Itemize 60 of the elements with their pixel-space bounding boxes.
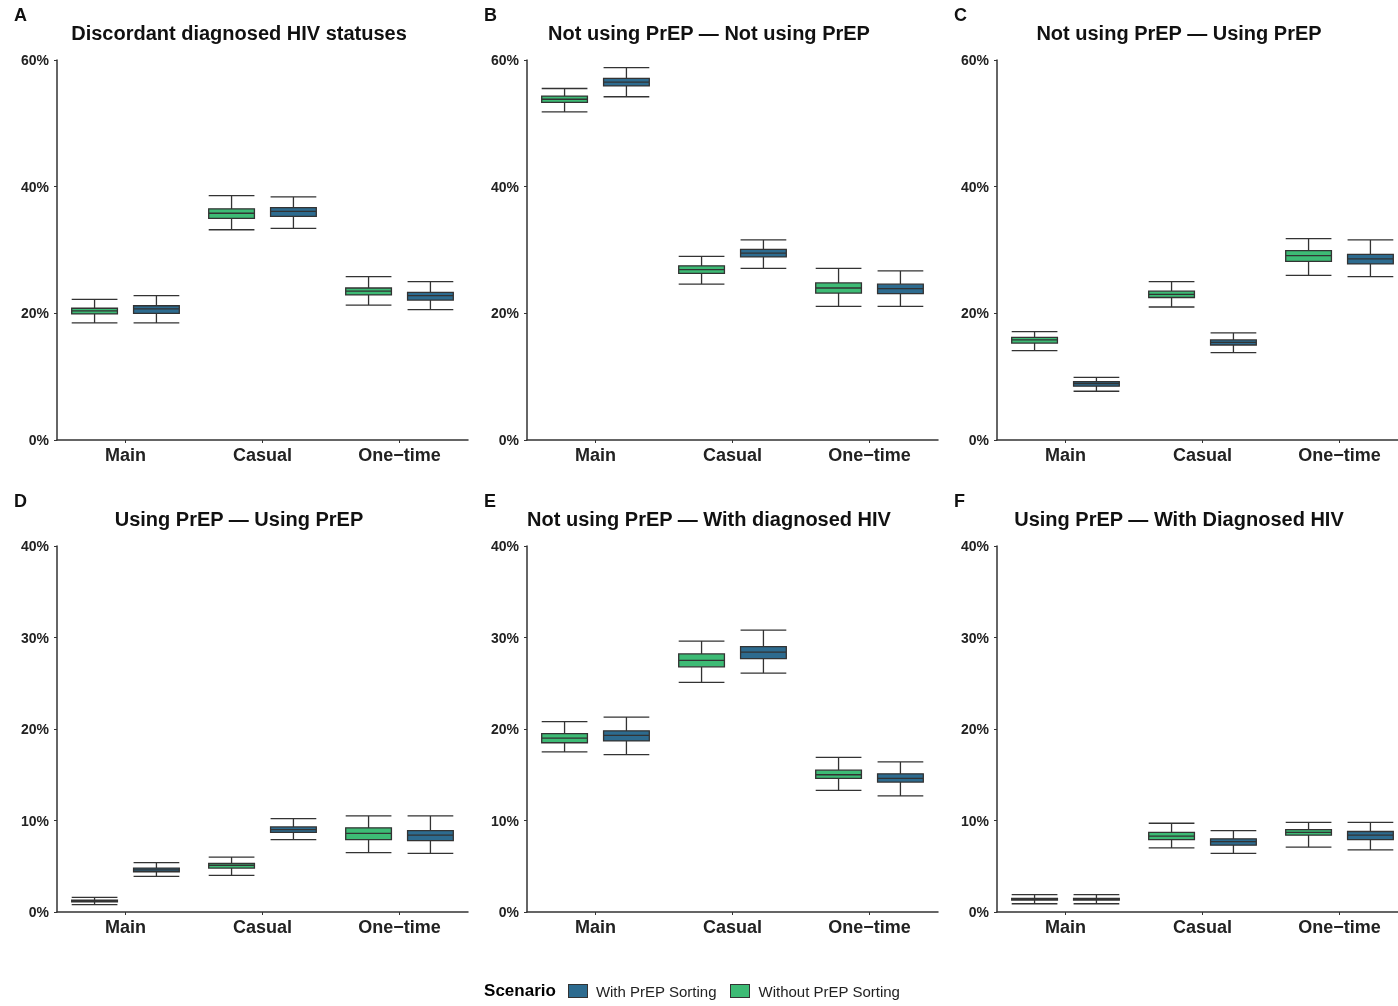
chart-title: Not using PrEP — Not using PrEP [548,22,870,44]
x-tick-label: Casual [232,917,293,937]
y-tick-label: 0% [498,432,520,448]
y-tick-label: 0% [28,432,50,448]
y-tick-label: 40% [490,538,520,554]
y-tick-label: 20% [960,305,990,322]
y-tick-label: 0% [968,432,990,448]
x-tick-label: One−time [1298,445,1381,465]
x-tick-label: Main [1044,917,1087,937]
x-tick-label: One−time [358,917,441,937]
text: E [484,491,497,511]
legend-label: Without PrEP Sorting [758,982,900,1000]
chart-title: Discordant diagnosed HIV statuses [71,22,407,44]
x-tick-label: Main [104,445,147,465]
y-tick-label: 30% [490,629,520,646]
x-tick-label: Casual [232,445,293,465]
y-tick-label: 40% [20,538,50,554]
y-tick-label: 20% [490,721,520,737]
y-tick-label: 0% [28,904,50,920]
legend-label: With PrEP Sorting [595,982,717,1000]
x-tick-label: Casual [1172,917,1233,937]
x-tick-label: Casual [702,917,763,937]
y-tick-label: 20% [20,721,50,737]
y-tick-label: 40% [490,178,520,195]
text: C [954,5,967,25]
y-tick-label: 40% [20,178,50,195]
x-tick-label: One−time [828,445,911,465]
text: A [14,5,27,25]
chart-title: Using PrEP — Using PrEP [114,508,364,530]
y-tick-label: 10% [490,812,520,829]
y-tick-label: 10% [20,812,50,829]
x-tick-label: Main [1044,445,1087,465]
x-tick-label: Casual [1172,445,1233,465]
text: D [14,491,27,511]
y-tick-label: 60% [20,52,50,68]
text: B [484,5,497,25]
x-tick-label: Main [574,917,617,937]
y-tick-label: 10% [960,812,990,829]
y-tick-label: 40% [960,538,990,554]
x-tick-label: Main [574,445,617,465]
y-tick-label: 20% [490,305,520,322]
x-tick-label: One−time [828,917,911,937]
x-tick-label: Main [104,917,147,937]
x-tick-label: One−time [358,445,441,465]
y-tick-label: 40% [960,178,990,195]
x-tick-label: Casual [702,445,763,465]
y-tick-label: 30% [960,629,990,646]
chart-title: Using PrEP — With Diagnosed HIV [1014,508,1345,530]
y-tick-label: 20% [20,305,50,322]
x-tick-label: One−time [1298,917,1381,937]
y-tick-label: 20% [960,721,990,737]
y-tick-label: 30% [20,629,50,646]
y-tick-label: 60% [960,52,990,68]
legend-title: Scenario [484,981,556,1001]
y-tick-label: 60% [490,52,520,68]
y-tick-label: 0% [498,904,520,920]
y-tick-label: 0% [968,904,990,920]
text: F [954,491,965,511]
chart-title: Not using PrEP — With diagnosed HIV [527,508,892,530]
chart-title: Not using PrEP — Using PrEP [1036,22,1322,44]
